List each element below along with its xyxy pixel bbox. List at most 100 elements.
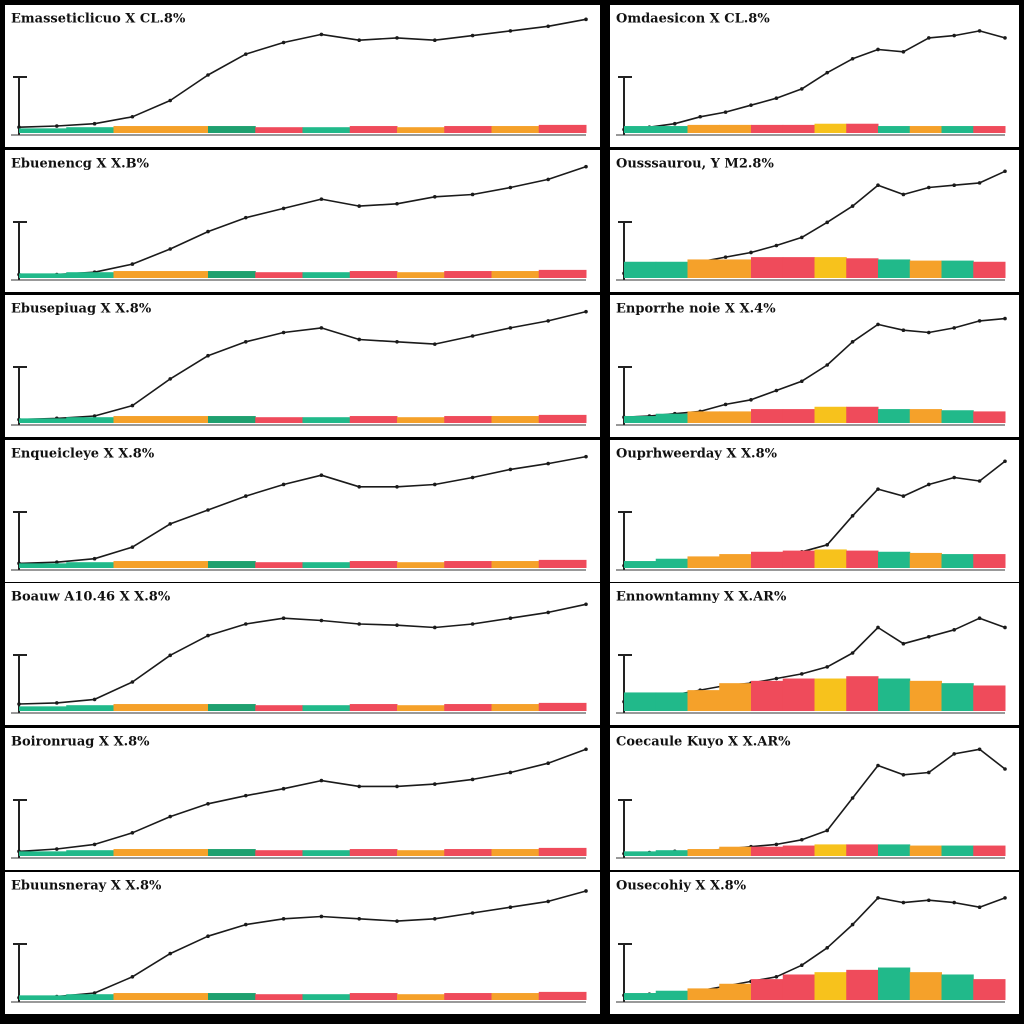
line-point (952, 752, 956, 756)
bar (751, 846, 784, 856)
line-point (800, 837, 804, 842)
chart-title: Ousecohiy X X.8% (616, 879, 747, 894)
bar (66, 850, 114, 856)
line-point (850, 56, 855, 61)
bar (255, 994, 303, 1000)
bar (113, 561, 162, 568)
line-point (927, 36, 931, 40)
line-point (281, 917, 286, 921)
bar (113, 993, 162, 1000)
bar (444, 271, 492, 278)
bar (444, 704, 492, 711)
bar (655, 126, 688, 133)
bar (302, 127, 351, 133)
line-point (470, 911, 475, 915)
bar (751, 257, 784, 278)
line-point (433, 917, 437, 921)
bar (782, 409, 815, 423)
bar (19, 273, 67, 278)
line-point (1003, 169, 1007, 174)
line-point (800, 87, 804, 91)
line-point (749, 398, 753, 402)
bar (719, 554, 752, 568)
bar (782, 257, 815, 278)
line-point (395, 919, 399, 923)
line-point (952, 900, 956, 905)
bar (19, 418, 67, 423)
line-point (546, 761, 550, 765)
line-point (319, 778, 324, 783)
line-point (357, 337, 362, 342)
line-point (319, 914, 324, 919)
line-point (206, 633, 210, 638)
bar (846, 676, 879, 711)
bar (349, 704, 398, 711)
bar (846, 123, 879, 133)
line-point (55, 847, 59, 851)
line-point (825, 543, 829, 547)
bar (491, 704, 540, 711)
line-point (901, 641, 906, 646)
bar (814, 123, 847, 133)
line-point (395, 36, 399, 40)
line-point (800, 963, 804, 967)
bar (655, 850, 688, 856)
chart-title: Ebuenencg X X.B% (11, 157, 150, 172)
chart-title: Omdaesicon X CL.8% (616, 12, 770, 27)
line-point (850, 514, 855, 518)
line-point (952, 475, 956, 480)
chart-title: Ebusepiuag X X.8% (11, 302, 152, 317)
line-point (168, 653, 172, 658)
line-point (281, 330, 286, 335)
line-series (623, 30, 1006, 131)
line-point (281, 786, 286, 791)
line-point (130, 114, 135, 119)
line-point (850, 922, 855, 927)
line-point (977, 319, 982, 323)
line-point (952, 183, 956, 187)
bar (444, 993, 492, 1000)
line-point (470, 334, 475, 338)
bar (302, 705, 351, 711)
bar (208, 849, 256, 856)
bar (66, 994, 114, 1000)
bar (66, 417, 114, 423)
bar (878, 551, 911, 568)
bar (160, 704, 209, 711)
bar (397, 272, 445, 278)
bar (687, 411, 720, 423)
bar (349, 126, 398, 133)
bar (208, 126, 256, 133)
line-series (18, 455, 587, 565)
line-point (749, 103, 753, 107)
bar (782, 678, 815, 711)
line-point (244, 622, 248, 626)
line-point (168, 814, 172, 819)
bar (160, 849, 209, 856)
line-point (977, 747, 982, 752)
bar (208, 271, 256, 278)
chart-title: Enqueicleye X X.8% (11, 447, 155, 462)
line-point (584, 454, 588, 459)
bar (349, 993, 398, 1000)
bar (624, 851, 657, 856)
bar (302, 994, 351, 1000)
bar (719, 846, 752, 856)
line-point (546, 899, 550, 904)
line-point (901, 900, 906, 905)
bar (655, 558, 688, 568)
line-point (901, 773, 906, 777)
line-point (319, 618, 324, 623)
bar (302, 562, 351, 568)
bar (113, 849, 162, 856)
line-point (584, 164, 588, 169)
line-point (723, 255, 728, 259)
bar (751, 979, 784, 1000)
bar (973, 261, 1006, 278)
line-point (876, 763, 880, 768)
bar (624, 416, 657, 423)
line-point (927, 185, 931, 190)
bar (973, 845, 1006, 856)
bar (909, 126, 942, 133)
line-point (698, 114, 702, 119)
